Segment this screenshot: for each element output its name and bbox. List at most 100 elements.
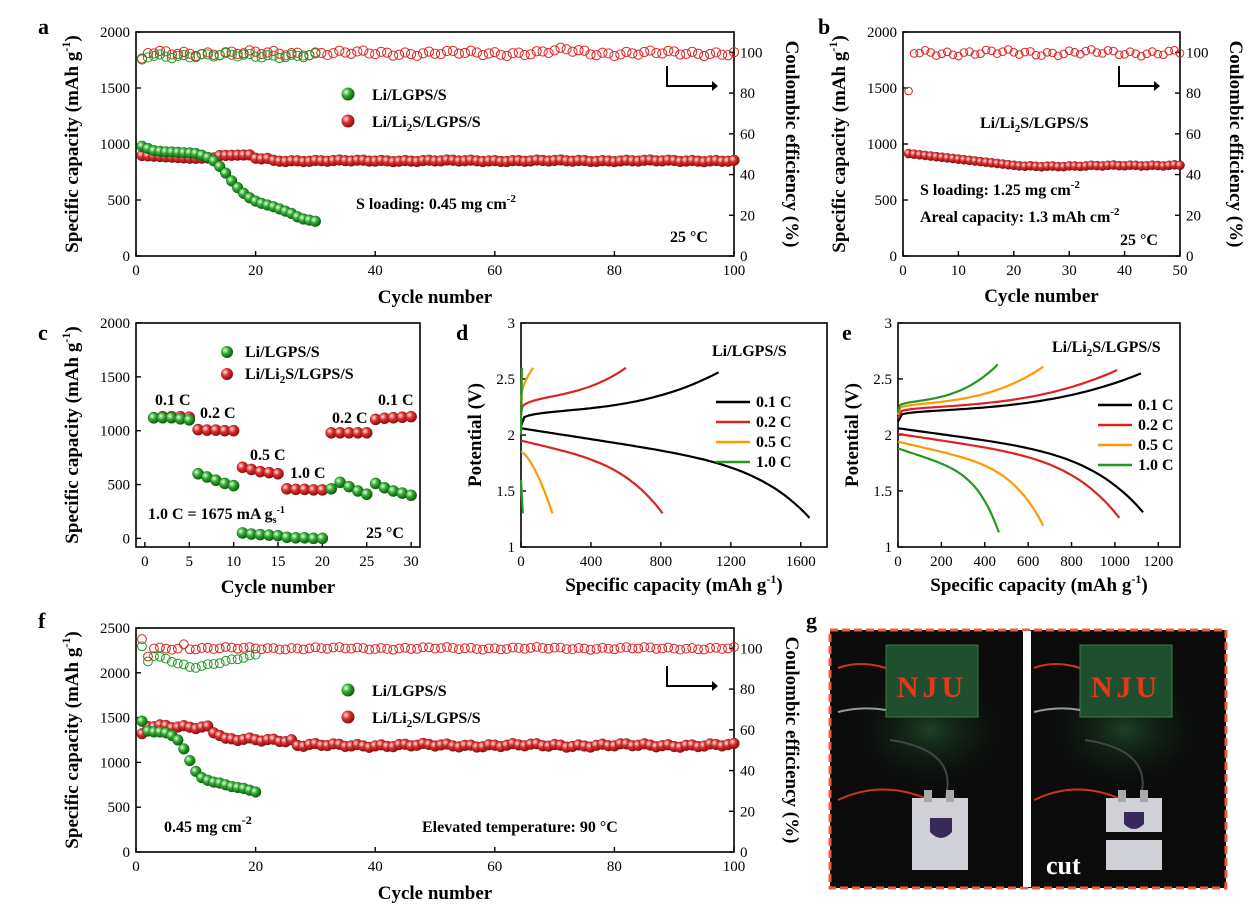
ce-point-li2s-f	[292, 643, 303, 654]
x-tick-label-a: 80	[607, 263, 622, 279]
panel-label-e: e	[842, 320, 852, 345]
ce-point-li2s-f	[406, 643, 416, 654]
discharge-curve-d-1	[520, 439, 664, 515]
ce-point-li2s-a	[358, 45, 369, 56]
annotation-s-loading-a: S loading: 0.45 mg cm-2	[356, 193, 516, 213]
ce-point-lgps-a	[214, 50, 225, 61]
ce-point-li2s-f	[280, 644, 291, 655]
legend-label-e-0: 0.1 C	[1138, 397, 1174, 414]
x-tick-label-e: 600	[1017, 554, 1040, 570]
ce-point-li2s-a	[603, 48, 614, 59]
y-tick-label-f: 1500	[100, 711, 130, 727]
ce-point-li2s-b	[1136, 52, 1146, 61]
y-axis-label-b: Specific capacity (mAh g-1)	[826, 35, 850, 252]
y-tick-label-b: 0	[890, 249, 898, 265]
x-tick-label-b: 40	[1117, 263, 1132, 279]
ce-point-li2s-f	[394, 643, 405, 654]
charge-curve-e-0	[897, 372, 1142, 423]
legend-label-lgps-f: Li/LGPS/S	[372, 683, 447, 700]
ce-point-lgps-f	[220, 655, 231, 666]
ce-point-li2s-a	[256, 48, 267, 60]
chart-marks: 0 20 40 60 80 1000500100015002000020406080100…	[59, 25, 1246, 904]
legend-label-e-1: 0.2 C	[1138, 417, 1174, 434]
ce-point-li2s-a	[585, 49, 596, 60]
y-axis-label-e: Potential (V)	[842, 383, 863, 487]
panel-label-b: b	[818, 14, 830, 39]
rate-label-5: 0.2 C	[332, 410, 368, 427]
y2-tick-label-a: 60	[740, 127, 755, 143]
x-tick-label-b: 20	[1006, 263, 1021, 279]
ce-point-li2s-b	[1031, 50, 1041, 60]
ce-point-lgps-f	[155, 651, 165, 662]
legend-marker-li2s-f	[341, 710, 355, 724]
y2-tick-label-b: 40	[1186, 168, 1201, 184]
y2-tick-label-f: 80	[740, 682, 755, 698]
y-tick-label-e: 1	[885, 540, 893, 556]
y-tick-label-e: 1.5	[873, 484, 892, 500]
ce-point-li2s-f	[460, 643, 470, 654]
y-axis-label-d: Potential (V)	[465, 383, 486, 487]
ce-point-li2s-b	[970, 50, 980, 59]
y-tick-label-f: 2500	[100, 621, 130, 637]
y-tick-label-b: 1000	[867, 137, 897, 153]
ce-point-li2s-a	[609, 50, 620, 62]
y-tick-label-d: 2.5	[496, 372, 515, 388]
charge-curve-d-0	[519, 371, 720, 427]
legend-label-li2s-f: Li/Li2S/LGPS/S	[372, 710, 481, 730]
ce-point-li2s-f	[699, 644, 709, 655]
ce-point-lgps-a	[280, 52, 291, 63]
ce-point-lgps-a	[190, 51, 201, 63]
ce-point-li2s-f	[262, 643, 273, 654]
ce-point-li2s-f	[442, 642, 452, 652]
ce-point-li2s-a	[525, 49, 536, 60]
y-tick-label-e: 3	[885, 316, 893, 332]
capacity-point-lgps-c	[316, 532, 329, 545]
x-axis-label-d: Specific capacity (mAh g-1)	[565, 572, 782, 596]
annotation-temp-b: 25 °C	[1120, 232, 1158, 249]
ce-point-lgps-f	[202, 659, 213, 670]
y-tick-label-d: 2	[508, 428, 516, 444]
ce-point-li2s-f	[663, 642, 674, 653]
right-axis-arrow-f	[666, 666, 718, 691]
y2-tick-label-f: 100	[740, 641, 763, 657]
capacity-point-lgps-f	[250, 786, 262, 798]
y-axis-label-c: Specific capacity (mAh g-1)	[59, 326, 83, 543]
ce-point-li2s-f	[579, 643, 590, 654]
ce-point-li2s-b	[1131, 49, 1140, 58]
ce-point-li2s-a	[447, 45, 459, 57]
ce-point-li2s-f	[268, 643, 279, 654]
ce-point-li2s-b	[992, 49, 1002, 58]
ce-point-li2s-a	[334, 45, 345, 56]
ce-point-lgps-f	[137, 641, 147, 652]
ce-point-li2s-b	[1148, 47, 1157, 56]
ce-point-li2s-f	[603, 643, 614, 654]
ce-point-li2s-f	[723, 643, 733, 654]
ce-point-lgps-a	[154, 49, 166, 60]
ce-point-li2s-a	[543, 47, 554, 59]
ce-point-lgps-a	[148, 50, 160, 62]
ce-point-lgps-a	[136, 54, 148, 65]
charge-curve-e-1	[897, 369, 1118, 419]
ce-point-li2s-a	[250, 46, 261, 57]
ce-point-li2s-f	[418, 642, 428, 653]
ce-point-li2s-a	[645, 45, 656, 56]
ce-point-lgps-f	[196, 661, 207, 671]
photo-cut-label: cut	[1046, 851, 1081, 880]
ce-point-lgps-f	[244, 650, 255, 661]
ce-point-lgps-f	[208, 659, 219, 669]
ce-point-lgps-f	[149, 651, 159, 661]
ce-point-lgps-a	[220, 47, 231, 59]
ce-point-li2s-a	[148, 48, 160, 59]
ce-point-li2s-f	[477, 644, 488, 655]
ce-point-li2s-f	[155, 642, 165, 653]
ce-point-li2s-a	[465, 45, 476, 56]
ce-point-lgps-f	[172, 658, 183, 669]
legend-marker-lgps-a	[341, 87, 355, 101]
x-tick-label-e: 1200	[1143, 554, 1173, 570]
ce-point-li2s-a	[663, 45, 674, 57]
ce-point-li2s-a	[400, 47, 411, 58]
capacity-point-lgps-c	[325, 483, 338, 495]
x-tick-label-b: 0	[899, 263, 907, 279]
ce-point-lgps-f	[232, 654, 243, 665]
rate-label-4: 1.0 C	[290, 465, 326, 482]
